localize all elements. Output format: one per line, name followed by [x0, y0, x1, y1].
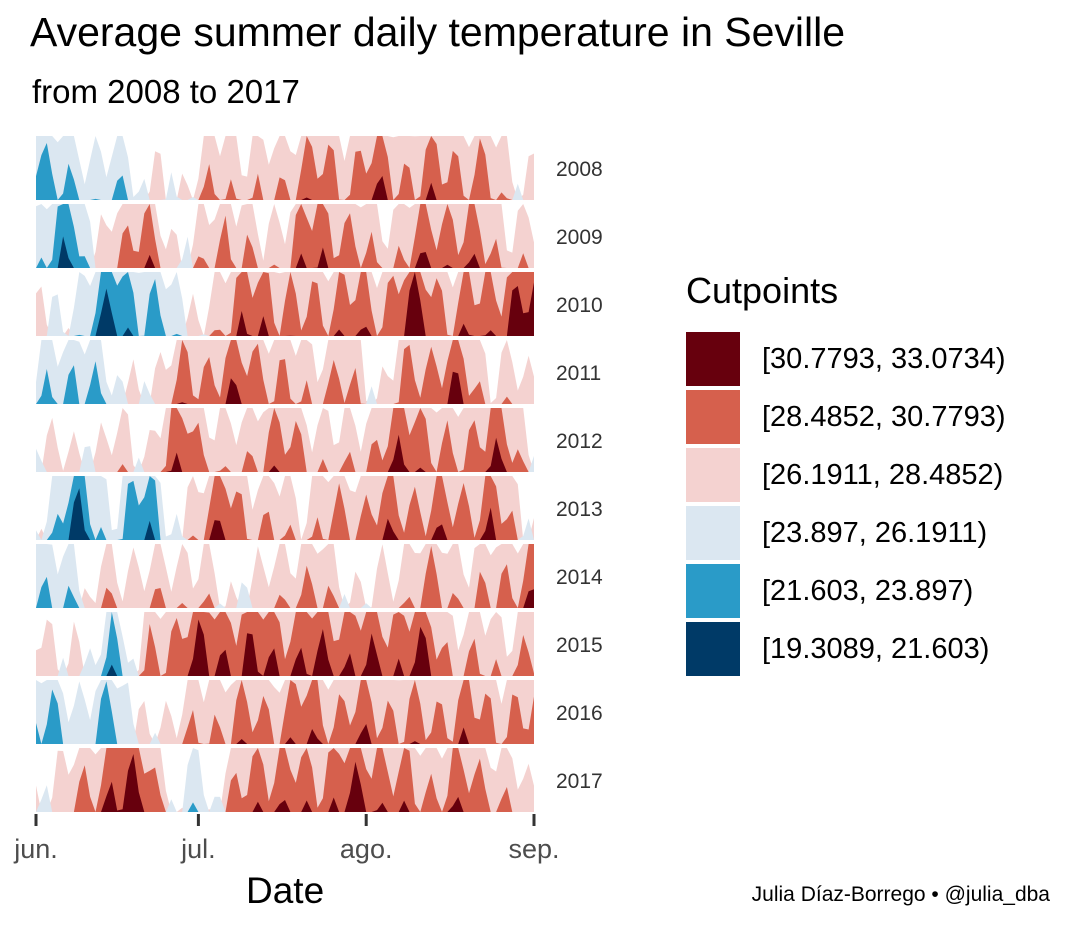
year-label-2009: 2009 [556, 226, 603, 249]
horizon-panel-2012 [36, 408, 534, 472]
horizon-panel-2011 [36, 340, 534, 404]
x-tick-label: jun. [13, 834, 58, 864]
horizon-band-23-2011 [36, 340, 534, 404]
horizon-panel-2008 [36, 136, 534, 200]
legend-item: [26.1911, 28.4852) [686, 446, 1005, 504]
horizon-band-21-2009 [36, 204, 534, 268]
legend-label: [21.603, 23.897) [762, 574, 974, 607]
year-label-2011: 2011 [556, 362, 601, 385]
horizon-panels [36, 136, 534, 812]
year-labels: 2008 2009 2010 2011 2012 2013 2014 2015 2016 2017 [556, 158, 603, 793]
horizon-band-19-2013 [36, 488, 534, 540]
year-label-2008: 2008 [556, 158, 603, 181]
horizon-band-28-2008 [36, 136, 534, 200]
horizon-band-28-2012 [36, 408, 534, 472]
horizon-panel-2010 [36, 272, 534, 336]
horizon-band-28-2017 [36, 748, 534, 812]
legend-label: [26.1911, 28.4852) [762, 458, 1004, 491]
year-label-2010: 2010 [556, 294, 603, 317]
horizon-band-26-2009 [36, 204, 534, 268]
year-label-2015: 2015 [556, 634, 603, 657]
legend-item: [21.603, 23.897) [686, 562, 1005, 620]
legend-item: [30.7793, 33.0734) [686, 330, 1005, 388]
legend-swatch [686, 622, 740, 676]
year-label-2013: 2013 [556, 498, 603, 521]
legend: [30.7793, 33.0734) [28.4852, 30.7793) [2… [686, 330, 1005, 678]
chart-title: Average summer daily temperature in Sevi… [30, 9, 846, 55]
horizon-band-28-2016 [36, 680, 534, 744]
legend-swatch [686, 564, 740, 618]
x-tick-label: jul. [180, 834, 216, 864]
legend-title: Cutpoints [686, 270, 839, 311]
x-tick-label: sep. [508, 834, 559, 864]
horizon-band-23-2013 [36, 476, 534, 540]
horizon-band-23-2008 [36, 136, 534, 200]
horizon-band-30-2017 [36, 754, 534, 812]
legend-swatch [686, 506, 740, 560]
x-axis: jun. jul. ago. sep. [13, 814, 560, 864]
horizon-band-23-2016 [36, 680, 534, 744]
x-axis-title: Date [246, 870, 325, 911]
horizon-band-30-2013 [36, 507, 534, 540]
year-label-2014: 2014 [556, 566, 603, 589]
legend-label: [19.3089, 21.603) [762, 632, 990, 665]
horizon-panel-2014 [36, 544, 534, 608]
horizon-panel-2016 [36, 680, 534, 744]
legend-label: [28.4852, 30.7793) [762, 400, 1006, 433]
legend-label: [30.7793, 33.0734) [762, 342, 1006, 375]
legend-swatch [686, 448, 740, 502]
horizon-panel-2017 [36, 748, 534, 812]
legend-item: [28.4852, 30.7793) [686, 388, 1005, 446]
horizon-panel-2009 [36, 204, 534, 268]
horizon-band-28-2009 [36, 204, 534, 268]
author-caption: Julia Díaz-Borrego • @julia_dba [751, 883, 1050, 906]
year-label-2017: 2017 [556, 770, 603, 793]
horizon-band-28-2014 [36, 544, 534, 608]
legend-swatch [686, 390, 740, 444]
legend-label: [23.897, 26.1911) [762, 516, 988, 549]
legend-item: [23.897, 26.1911) [686, 504, 1005, 562]
horizon-band-23-2012 [36, 446, 534, 472]
horizon-band-28-2011 [36, 340, 534, 404]
x-tick-label: ago. [340, 834, 393, 864]
legend-swatch [686, 332, 740, 386]
horizon-panel-2013 [36, 476, 534, 540]
horizon-band-21-2010 [36, 272, 534, 336]
horizon-band-30-2010 [36, 272, 534, 336]
horizon-band-23-2015 [36, 612, 534, 676]
horizon-band-28-2013 [36, 476, 534, 540]
legend-item: [19.3089, 21.603) [686, 620, 1005, 678]
horizon-panel-2015 [36, 612, 534, 676]
year-label-2012: 2012 [556, 430, 603, 453]
year-label-2016: 2016 [556, 702, 603, 725]
chart-subtitle: from 2008 to 2017 [32, 73, 300, 110]
horizon-band-28-2015 [36, 612, 534, 676]
